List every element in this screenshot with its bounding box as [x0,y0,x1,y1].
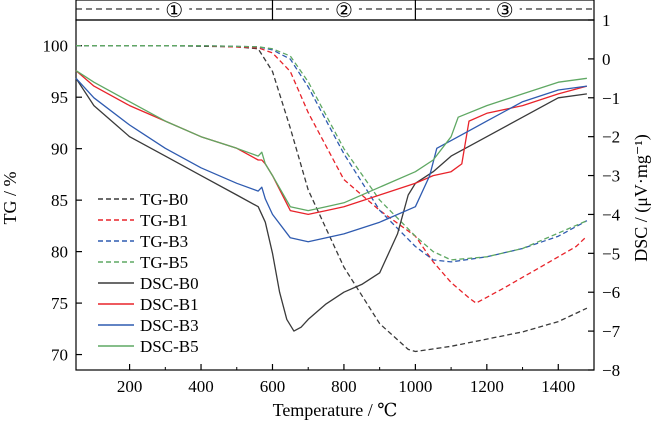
stage-label-1: ① [165,0,183,22]
y-right-tick-label: 1 [602,11,611,30]
stage-label-3-bg [489,1,520,19]
y-left-tick-label: 75 [51,294,68,313]
stage-label-2: ② [335,0,353,22]
y-right-tick-label: −2 [602,128,620,147]
legend-label-dsc-b1: DSC-B1 [140,295,199,314]
y-right-tick-label: −5 [602,244,620,263]
series-line-tg-b5 [76,45,588,261]
series-lines [75,45,588,353]
x-tick-label: 600 [260,377,286,396]
y-left-tick-label: 100 [43,37,69,56]
x-tick-label: 800 [331,377,357,396]
x-tick-label: 200 [117,377,143,396]
y-right-tick-label: −3 [602,167,620,186]
y-left-tick-label: 95 [51,88,68,107]
x-tick-label: 1000 [398,377,432,396]
y-right-tick-label: −1 [602,89,620,108]
legend-label-dsc-b5: DSC-B5 [140,337,199,356]
y-right-tick-label: −4 [602,205,621,224]
plot-frame [75,19,595,371]
legend-label-dsc-b0: DSC-B0 [140,274,199,293]
stage-label-3: ③ [496,0,514,22]
y-right-tick-label: −8 [602,361,620,380]
y-left-tick-label: 70 [51,346,68,365]
stage-label-2-bg [328,1,359,19]
stage-label-1-bg [159,1,190,19]
legend-label-tg-b3: TG-B3 [140,232,188,251]
y-right-tick-label: 0 [602,50,611,69]
y-right-axis-ticks: −8 −7 −6 −5 −4 −3 −2 −1 0 1 [588,11,621,380]
y-right-tick-label: −7 [602,322,621,341]
y-left-tick-label: 80 [51,243,68,262]
y-right-tick-label: −6 [602,283,620,302]
series-line-dsc-b5 [75,70,587,212]
x-axis-ticks: 200 400 600 800 1000 1200 1400 [117,364,575,396]
legend-label-tg-b1: TG-B1 [140,211,188,230]
x-tick-label: 1200 [470,377,504,396]
x-tick-label: 400 [188,377,214,396]
y-right-axis-label: DSC / (μV·mg⁻¹) [631,134,652,262]
legend-label-dsc-b3: DSC-B3 [140,316,199,335]
series-line-dsc-b0 [75,77,587,332]
legend-label-tg-b0: TG-B0 [140,190,188,209]
y-left-axis-ticks: 70 75 80 85 90 95 100 [43,37,82,365]
y-left-tick-label: 90 [51,140,68,159]
x-axis-label: Temperature / ℃ [273,400,398,420]
y-left-axis-label: TG / % [0,172,20,225]
x-tick-label: 1400 [541,377,575,396]
y-left-tick-label: 85 [51,191,68,210]
legend-label-tg-b5: TG-B5 [140,253,188,272]
legend: TG-B0 TG-B1 TG-B3 TG-B5 DSC-B0 DSC-B1 DSC-B3 DS… [98,190,199,356]
series-line-dsc-b3 [75,77,587,243]
